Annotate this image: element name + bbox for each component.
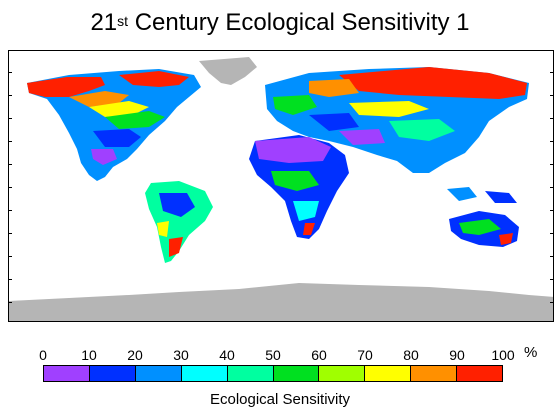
legend-tick-label: 90 bbox=[449, 347, 465, 363]
tick-mark bbox=[550, 141, 554, 142]
legend-tick-label: 40 bbox=[219, 347, 235, 363]
legend-swatch bbox=[181, 366, 228, 381]
title-superscript: st bbox=[117, 13, 129, 29]
tick-mark bbox=[550, 164, 554, 165]
tick-mark bbox=[550, 118, 554, 119]
legend-swatch bbox=[319, 366, 366, 381]
title-prefix: 21 bbox=[90, 9, 118, 36]
map-title: 21st Century Ecological Sensitivity 1 bbox=[0, 8, 560, 38]
legend-swatch bbox=[89, 366, 136, 381]
legend-tick-label: 20 bbox=[127, 347, 143, 363]
legend-tick-label: 100 bbox=[491, 347, 515, 363]
tick-mark bbox=[550, 95, 554, 96]
tick-mark bbox=[8, 210, 12, 211]
map-left-ticks bbox=[8, 50, 12, 322]
legend-tick-label: 60 bbox=[311, 347, 327, 363]
legend-tick-labels: 0 10 20 30 40 50 60 70 80 90 100 bbox=[32, 347, 532, 363]
tick-mark bbox=[550, 72, 554, 73]
legend-unit: % bbox=[524, 344, 538, 361]
tick-mark bbox=[8, 141, 12, 142]
legend-tick-label: 50 bbox=[265, 347, 281, 363]
tick-mark bbox=[8, 95, 12, 96]
legend-tick-label: 80 bbox=[403, 347, 419, 363]
legend-tick-label: 30 bbox=[173, 347, 189, 363]
antarctica-ice bbox=[9, 283, 553, 321]
southeast-asia-islands bbox=[447, 187, 477, 201]
tick-mark bbox=[8, 72, 12, 73]
legend-tick-label: 70 bbox=[357, 347, 373, 363]
legend-swatch bbox=[365, 366, 412, 381]
tick-mark bbox=[550, 256, 554, 257]
legend-label: Ecological Sensitivity bbox=[209, 391, 351, 408]
legend-swatch bbox=[273, 366, 320, 381]
legend-swatch bbox=[457, 366, 503, 381]
tick-mark bbox=[8, 164, 12, 165]
tick-mark bbox=[550, 233, 554, 234]
tick-mark bbox=[550, 279, 554, 280]
tick-mark bbox=[550, 210, 554, 211]
world-map bbox=[8, 50, 554, 322]
tick-mark bbox=[8, 118, 12, 119]
legend-tick-label: 0 bbox=[39, 347, 47, 363]
legend-swatch bbox=[411, 366, 458, 381]
tick-mark bbox=[8, 302, 12, 303]
legend-swatch bbox=[44, 366, 90, 381]
legend-colorbar bbox=[43, 365, 503, 382]
greenland-ice bbox=[199, 57, 257, 85]
tick-mark bbox=[8, 256, 12, 257]
tick-mark bbox=[8, 233, 12, 234]
map-right-ticks bbox=[550, 50, 554, 322]
world-map-canvas bbox=[9, 57, 553, 321]
tick-mark bbox=[550, 302, 554, 303]
legend-tick-label: 10 bbox=[81, 347, 97, 363]
tick-mark bbox=[8, 279, 12, 280]
legend-swatch bbox=[135, 366, 182, 381]
tick-mark bbox=[550, 187, 554, 188]
title-rest: Century Ecological Sensitivity 1 bbox=[128, 9, 470, 36]
tick-mark bbox=[8, 187, 12, 188]
legend-swatch bbox=[227, 366, 274, 381]
